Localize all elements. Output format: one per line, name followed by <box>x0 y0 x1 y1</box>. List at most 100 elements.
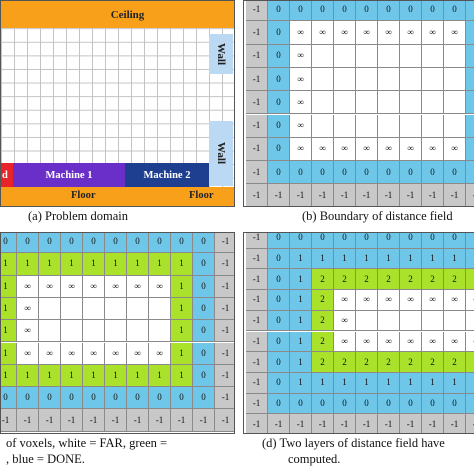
voxel-cell: -1 <box>215 253 234 276</box>
voxel-cell <box>149 320 171 343</box>
voxel-cell: 1 <box>312 248 334 270</box>
voxel-cell: -1 <box>356 414 378 433</box>
voxel-cell: -1 <box>246 248 268 270</box>
voxel-cell: 1 <box>171 297 193 321</box>
voxel-cell: 0 <box>290 161 312 185</box>
voxel-cell: -1 <box>246 1 268 22</box>
voxel-cell: ∞ <box>334 137 356 162</box>
voxel-cell: -1 <box>1 409 17 432</box>
caption-d-line1: (d) Two layers of distance field have <box>262 436 445 450</box>
voxel-cell <box>127 297 149 321</box>
voxel-cell: 2 <box>334 269 356 291</box>
voxel-cell: -1 <box>268 414 290 433</box>
floor-label: Floor <box>71 190 96 201</box>
voxel-cell: 0 <box>356 161 378 185</box>
voxel-cell: 1 <box>1 253 17 276</box>
voxel-cell: 0 <box>312 1 334 22</box>
voxel-cell: ∞ <box>400 290 422 311</box>
voxel-cell: ∞ <box>312 137 334 162</box>
voxel-cell: 0 <box>444 161 466 185</box>
voxel-cell <box>312 44 334 68</box>
voxel-cell: 1 <box>400 372 422 394</box>
voxel-cell: ∞ <box>378 331 400 353</box>
voxel-cell: 0 <box>400 233 422 249</box>
voxel-cell: 1 <box>171 320 193 343</box>
voxel-cell: 0 <box>312 161 334 185</box>
voxel-cell: ∞ <box>334 331 356 353</box>
voxel-cell <box>127 320 149 343</box>
voxel-cell: 2 <box>356 352 378 373</box>
voxel-cell: ∞ <box>334 310 356 332</box>
voxel-cell: 2 <box>312 310 334 332</box>
voxel-cell <box>444 310 466 332</box>
voxel-cell <box>39 297 61 321</box>
voxel-cell: 1 <box>171 275 193 298</box>
voxel-cell: 1 <box>378 248 400 270</box>
voxel-cell: 1 <box>105 364 127 388</box>
voxel-cell: -1 <box>215 342 234 365</box>
partial-machine-label: d <box>2 169 8 181</box>
voxel-cell: 0 <box>466 114 474 138</box>
voxel-cell: -1 <box>246 91 268 115</box>
wall-label: Wall <box>215 42 227 65</box>
voxel-cell: -1 <box>215 409 234 432</box>
voxel-cell: ∞ <box>83 275 105 298</box>
voxel-cell: 0 <box>39 233 61 254</box>
ceiling-label: Ceiling <box>110 8 145 21</box>
voxel-cell: -1 <box>356 184 378 206</box>
voxel-cell: 2 <box>312 269 334 291</box>
voxel-cell: 2 <box>444 352 466 373</box>
voxel-cell <box>334 67 356 92</box>
voxel-cell: 0 <box>61 233 83 254</box>
voxel-cell: 2 <box>312 290 334 311</box>
voxel-cell: 0 <box>268 137 290 162</box>
voxel-cell: 0 <box>268 310 290 332</box>
voxel-cell: ∞ <box>466 290 474 311</box>
voxel-cell <box>444 114 466 138</box>
voxel-cell: -1 <box>215 233 234 254</box>
voxel-cell: -1 <box>215 275 234 298</box>
voxel-cell: -1 <box>127 409 149 432</box>
voxel-cell: 2 <box>356 269 378 291</box>
voxel-cell: 0 <box>83 387 105 410</box>
voxel-cell: -1 <box>246 352 268 373</box>
voxel-cell: 0 <box>444 393 466 415</box>
voxel-cell: 0 <box>400 1 422 22</box>
voxel-cell: 1 <box>83 253 105 276</box>
voxel-cell <box>312 114 334 138</box>
voxel-cell <box>378 114 400 138</box>
voxel-cell: 0 <box>171 233 193 254</box>
voxel-cell: 0 <box>17 233 39 254</box>
voxel-cell <box>422 67 444 92</box>
voxel-cell: -1 <box>17 409 39 432</box>
voxel-cell: ∞ <box>17 275 39 298</box>
voxel-cell: 1 <box>422 372 444 394</box>
voxel-cell <box>356 310 378 332</box>
voxel-cell: 0 <box>1 387 17 410</box>
voxel-cell: ∞ <box>312 21 334 45</box>
machine-1-label: Machine 1 <box>45 169 93 181</box>
voxel-cell: 0 <box>466 67 474 92</box>
voxel-cell: 1 <box>17 253 39 276</box>
voxel-cell: 0 <box>1 233 17 254</box>
floor-label-2: Floor <box>189 190 214 201</box>
voxel-cell: -1 <box>246 67 268 92</box>
voxel-cell: 0 <box>400 393 422 415</box>
voxel-cell: -1 <box>268 184 290 206</box>
voxel-cell: -1 <box>246 393 268 415</box>
voxel-cell: 2 <box>400 352 422 373</box>
voxel-cell: -1 <box>334 414 356 433</box>
voxel-cell: -1 <box>246 184 268 206</box>
voxel-cell: 0 <box>378 1 400 22</box>
voxel-cell: 1 <box>422 248 444 270</box>
voxel-cell: 1 <box>127 364 149 388</box>
voxel-cell: 0 <box>268 44 290 68</box>
voxel-cell: -1 <box>312 414 334 433</box>
voxel-cell: ∞ <box>334 290 356 311</box>
wall-region-top: Wall <box>209 34 233 74</box>
voxel-cell: ∞ <box>444 21 466 45</box>
voxel-cell: ∞ <box>61 275 83 298</box>
voxel-cell: 1 <box>171 342 193 365</box>
voxel-cell: ∞ <box>149 275 171 298</box>
voxel-cell: -1 <box>83 409 105 432</box>
